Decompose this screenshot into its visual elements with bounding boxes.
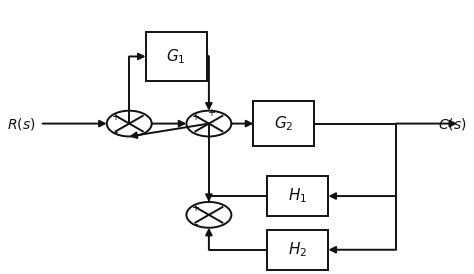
- Bar: [254, 101, 314, 146]
- Bar: [146, 32, 207, 81]
- Bar: [267, 230, 328, 270]
- Text: +: +: [191, 112, 199, 122]
- Text: −: −: [111, 128, 119, 138]
- Text: $H_2$: $H_2$: [288, 240, 308, 259]
- Text: −: −: [191, 219, 199, 230]
- Text: $G_2$: $G_2$: [274, 114, 293, 133]
- Text: +: +: [111, 112, 119, 122]
- Text: $G_1$: $G_1$: [166, 47, 186, 66]
- Text: $H_1$: $H_1$: [288, 187, 308, 206]
- Text: +: +: [207, 108, 215, 118]
- Text: +: +: [191, 203, 199, 213]
- Bar: [267, 176, 328, 216]
- Text: $R(s)$: $R(s)$: [8, 116, 36, 132]
- Text: $C(s)$: $C(s)$: [438, 116, 466, 132]
